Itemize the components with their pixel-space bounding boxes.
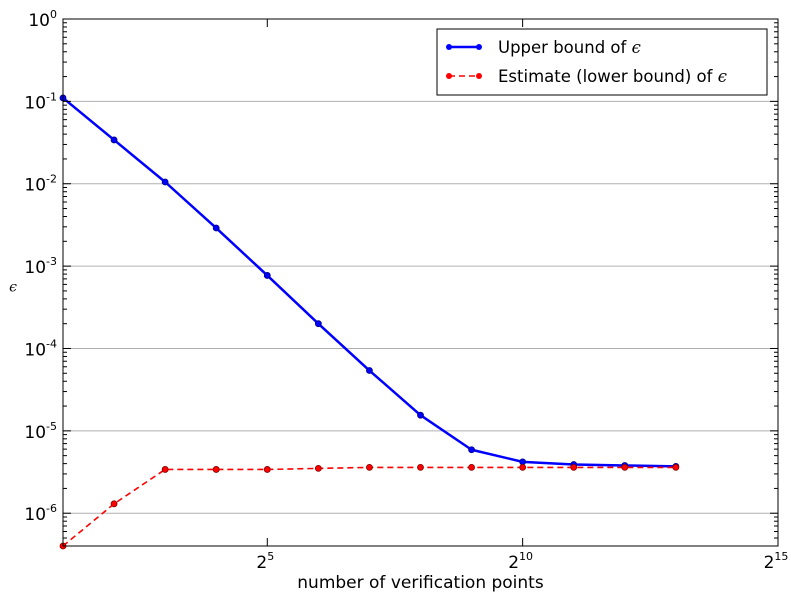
tick-labels: 100 10-1 10-2 10-3 10-4 10-5 10-6 25 210 215: [24, 8, 788, 573]
x-tick-label: 215: [764, 550, 789, 573]
data-point: [212, 224, 220, 232]
y-tick-label: 10-2: [24, 173, 57, 196]
plot-frame: [62, 18, 779, 547]
data-point: [519, 458, 527, 466]
data-point: [468, 463, 475, 471]
data-point: [366, 463, 373, 471]
legend-marker: [476, 44, 482, 50]
data-point: [314, 465, 322, 472]
data-point: [263, 466, 271, 473]
y-tick-label: 10-4: [24, 337, 57, 360]
y-tick-label: 10-6: [24, 502, 57, 525]
data-point: [468, 446, 475, 454]
data-point: [672, 463, 680, 471]
data-point: [417, 411, 424, 419]
legend-label: Estimate (lower bound) of ϵ: [498, 67, 727, 86]
legend-marker: [446, 44, 452, 50]
ticks: [63, 18, 779, 547]
data-point: [212, 466, 220, 473]
y-tick-label: 100: [28, 8, 57, 31]
y-tick-label: 10-3: [24, 255, 57, 278]
x-axis-label: number of verification points: [297, 573, 544, 592]
data-point: [570, 463, 578, 471]
x-tick-label: 25: [256, 550, 274, 573]
legend-label: Upper bound of ϵ: [498, 38, 641, 57]
data-point: [417, 463, 424, 471]
data-point: [366, 367, 373, 374]
data-point: [263, 272, 271, 279]
data-point: [161, 178, 169, 186]
legend-box: [436, 28, 768, 96]
x-tick-label: 210: [508, 550, 533, 573]
data-point: [519, 463, 527, 471]
data-point: [161, 466, 169, 473]
legend-marker: [446, 73, 452, 79]
legend: Upper bound of ϵ Estimate (lower bound) o…: [436, 28, 768, 96]
grid: [63, 100, 778, 514]
y-tick-label: 10-5: [24, 420, 57, 443]
legend-marker: [476, 73, 482, 79]
y-axis-label: ϵ: [9, 280, 17, 296]
data-point: [314, 320, 322, 328]
data-point: [621, 463, 629, 471]
data-point: [110, 136, 118, 144]
data-point: [110, 500, 118, 508]
y-tick-label: 10-1: [24, 90, 57, 113]
series-1: [59, 463, 680, 550]
